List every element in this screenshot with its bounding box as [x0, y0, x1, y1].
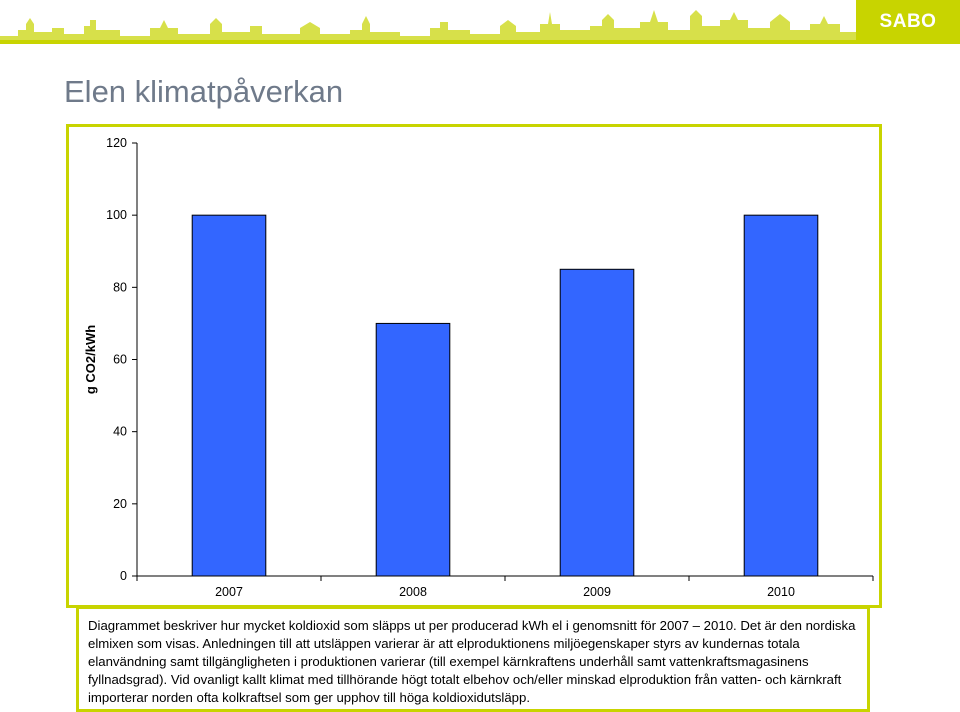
x-tick-label: 2007 [215, 585, 243, 599]
y-tick-label: 20 [113, 497, 127, 511]
y-tick-label: 80 [113, 280, 127, 294]
bar-2008 [375, 322, 451, 577]
x-tick-label: 2009 [583, 585, 611, 599]
page-title: Elen klimatpåverkan [64, 74, 344, 109]
bar-chart: 0 20 40 60 80 100 120 g CO2/kWh 2007 2008 2009 2010 [83, 136, 874, 599]
chart-frame: 0 20 40 60 80 100 120 g CO2/kWh 2007 2008 2009 2010 [66, 124, 882, 608]
y-tick-label: 0 [120, 569, 127, 583]
header-banner: SABO [0, 0, 960, 44]
y-tick-label: 60 [113, 353, 127, 367]
x-tick-label: 2008 [399, 585, 427, 599]
y-tick-label: 100 [106, 208, 127, 222]
y-tick-label: 40 [113, 425, 127, 439]
bar-2007 [191, 214, 267, 577]
y-tick-label: 120 [106, 136, 127, 150]
x-tick-label: 2010 [767, 585, 795, 599]
bar-2010 [743, 214, 819, 577]
caption-box: Diagrammet beskriver hur mycket koldioxi… [76, 606, 870, 712]
city-skyline-decoration [0, 10, 856, 44]
chart-description: Diagrammet beskriver hur mycket koldioxi… [88, 618, 856, 705]
brand-logo: SABO [856, 0, 960, 44]
y-axis-title: g CO2/kWh [83, 325, 98, 394]
brand-logo-text: SABO [879, 11, 937, 32]
bar-2009 [559, 268, 635, 577]
